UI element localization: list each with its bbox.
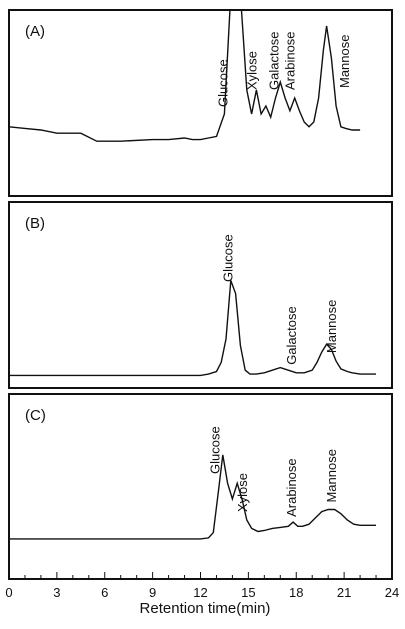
peak-label: Mannose [337,35,352,88]
x-tick-label: 18 [289,585,303,600]
panel-frame [8,9,393,197]
chromatogram-trace [9,280,376,377]
x-tick-label: 12 [193,585,207,600]
peak-label: Mannose [324,449,339,502]
x-tick-label: 3 [53,585,60,600]
peak-label: Glucose [208,426,223,474]
x-tick-label: 15 [241,585,255,600]
panel-label: (A) [25,23,45,40]
panel-1: (A) Glucose Xylose Galactose Arabinose Mannos… [8,9,393,197]
panel-3: (C) Glucose Xylose Arabinose Mannose [8,393,393,580]
peak-label: Arabinose [284,458,299,517]
x-tick-label: 21 [337,585,351,600]
x-tick-label: 24 [385,585,399,600]
panels-layer: (A)Glucose Xylose Galactose Arabinose Mannos… [8,9,393,580]
panel-label: (B) [25,215,45,232]
peak-label: Mannose [324,300,339,353]
panel-frame [8,201,393,389]
peak-label: Glucose [220,234,235,282]
x-tick-label: 6 [101,585,108,600]
peak-label: Galactose [284,306,299,365]
chromatogram-trace [9,454,376,540]
peak-label: Xylose [235,473,250,512]
peak-label: Glucose [216,59,231,107]
peak-label: Galactose [267,31,282,90]
peak-label: Xylose [244,51,259,90]
x-axis-label: Retention time(min) [140,600,271,617]
panel-2: (B) Glucose Galactose Mannose [8,201,393,389]
panel-label: (C) [25,407,46,424]
peak-label: Arabinose [283,31,298,90]
x-tick-label: 9 [149,585,156,600]
x-axis: Retention time(min) 0 3 6 9 12 15 18 21 24 [5,572,399,617]
x-tick-label: 0 [5,585,12,600]
chromatogram-trace [9,10,361,142]
